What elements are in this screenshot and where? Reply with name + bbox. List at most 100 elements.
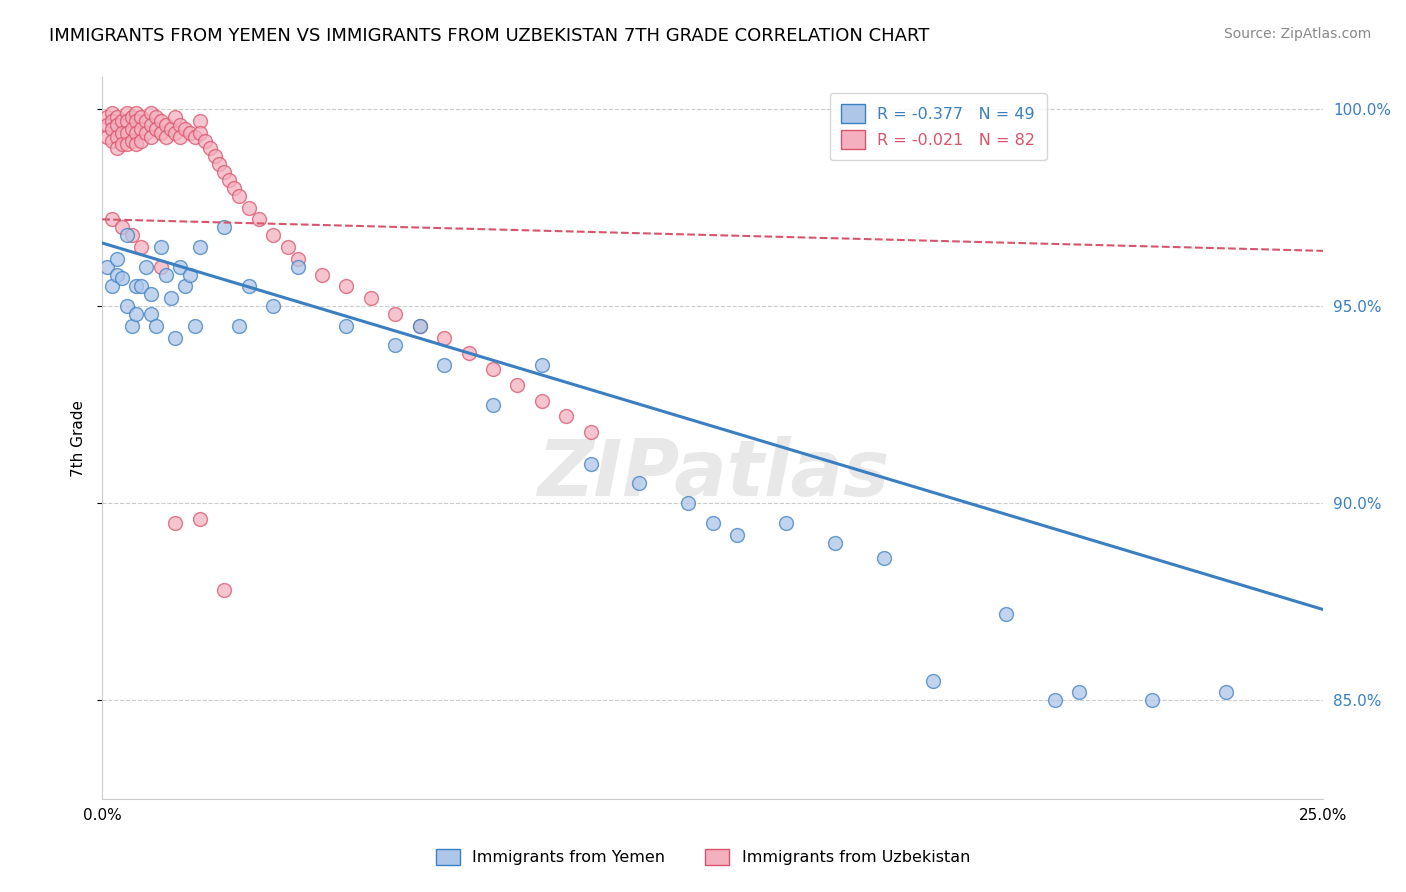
Point xyxy=(115,126,138,140)
Point xyxy=(115,106,138,120)
Point xyxy=(214,582,236,597)
Point xyxy=(628,476,651,491)
Point xyxy=(188,240,211,254)
Point xyxy=(384,338,406,352)
Point xyxy=(198,141,221,155)
Point xyxy=(145,121,167,136)
Point xyxy=(101,134,124,148)
Point xyxy=(169,129,191,144)
Point xyxy=(678,496,700,510)
Point xyxy=(824,535,846,549)
Point xyxy=(169,260,191,274)
Point xyxy=(111,137,134,152)
Point xyxy=(262,299,284,313)
Point xyxy=(96,129,118,144)
Point xyxy=(1142,693,1164,707)
Point xyxy=(111,113,134,128)
Point xyxy=(184,318,207,333)
Point xyxy=(149,260,172,274)
Point xyxy=(121,318,143,333)
Point xyxy=(129,121,152,136)
Point xyxy=(125,113,148,128)
Point xyxy=(228,318,250,333)
Point xyxy=(105,268,128,282)
Point xyxy=(111,220,134,235)
Point xyxy=(149,113,172,128)
Point xyxy=(218,173,240,187)
Point xyxy=(530,358,553,372)
Point xyxy=(384,307,406,321)
Point xyxy=(125,307,148,321)
Point xyxy=(188,512,211,526)
Point xyxy=(101,212,124,227)
Point xyxy=(145,110,167,124)
Point xyxy=(111,271,134,285)
Point xyxy=(135,260,157,274)
Point xyxy=(165,110,187,124)
Point xyxy=(277,240,299,254)
Point xyxy=(555,409,578,424)
Point xyxy=(873,551,896,566)
Point xyxy=(228,188,250,202)
Point xyxy=(129,110,152,124)
Point xyxy=(1043,693,1066,707)
Point xyxy=(174,279,197,293)
Point xyxy=(165,516,187,530)
Point xyxy=(129,240,152,254)
Point xyxy=(115,299,138,313)
Point xyxy=(115,228,138,243)
Point xyxy=(579,425,602,440)
Point xyxy=(125,106,148,120)
Legend: R = -0.377   N = 49, R = -0.021   N = 82: R = -0.377 N = 49, R = -0.021 N = 82 xyxy=(830,93,1046,161)
Point xyxy=(214,220,236,235)
Point xyxy=(159,121,181,136)
Point xyxy=(247,212,270,227)
Point xyxy=(188,126,211,140)
Point xyxy=(408,318,430,333)
Point xyxy=(121,134,143,148)
Point xyxy=(129,134,152,148)
Point xyxy=(105,141,128,155)
Point xyxy=(96,110,118,124)
Point xyxy=(125,279,148,293)
Point xyxy=(725,527,748,541)
Point xyxy=(174,121,197,136)
Point xyxy=(579,457,602,471)
Point xyxy=(155,129,177,144)
Point xyxy=(101,106,124,120)
Point xyxy=(105,252,128,266)
Point xyxy=(135,113,157,128)
Point xyxy=(121,121,143,136)
Y-axis label: 7th Grade: 7th Grade xyxy=(72,400,86,476)
Point xyxy=(115,137,138,152)
Point xyxy=(165,126,187,140)
Text: Source: ZipAtlas.com: Source: ZipAtlas.com xyxy=(1223,27,1371,41)
Point xyxy=(96,260,118,274)
Point xyxy=(208,157,231,171)
Point xyxy=(145,318,167,333)
Point xyxy=(179,126,201,140)
Point xyxy=(139,106,162,120)
Point xyxy=(921,673,943,688)
Point xyxy=(101,113,124,128)
Point xyxy=(702,516,724,530)
Point xyxy=(125,137,148,152)
Point xyxy=(155,118,177,132)
Point xyxy=(101,279,124,293)
Point xyxy=(96,118,118,132)
Point xyxy=(222,181,245,195)
Point xyxy=(129,279,152,293)
Point xyxy=(105,110,128,124)
Point xyxy=(530,393,553,408)
Point xyxy=(188,113,211,128)
Point xyxy=(482,362,505,376)
Point xyxy=(125,126,148,140)
Point xyxy=(135,126,157,140)
Point xyxy=(311,268,333,282)
Text: IMMIGRANTS FROM YEMEN VS IMMIGRANTS FROM UZBEKISTAN 7TH GRADE CORRELATION CHART: IMMIGRANTS FROM YEMEN VS IMMIGRANTS FROM… xyxy=(49,27,929,45)
Point xyxy=(105,129,128,144)
Point xyxy=(287,260,309,274)
Legend: Immigrants from Yemen, Immigrants from Uzbekistan: Immigrants from Yemen, Immigrants from U… xyxy=(427,841,979,873)
Point xyxy=(121,228,143,243)
Point xyxy=(155,268,177,282)
